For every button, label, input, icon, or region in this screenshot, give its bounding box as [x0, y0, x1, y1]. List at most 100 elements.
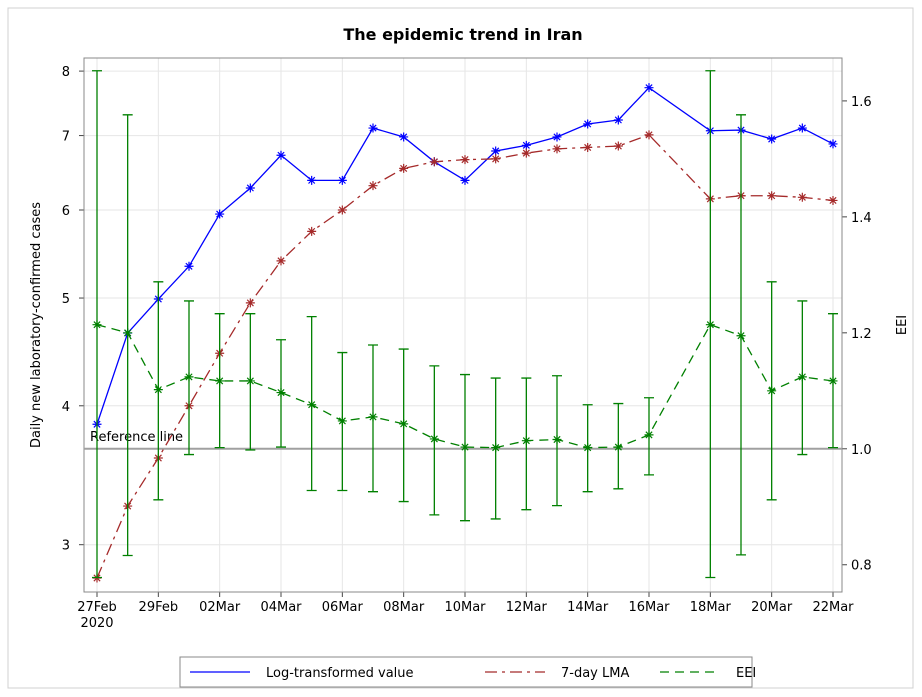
marker: [460, 155, 470, 165]
marker: [92, 320, 102, 330]
marker: [460, 442, 470, 452]
y2-tick-label: 0.8: [851, 559, 872, 574]
legend-label: Log-transformed value: [266, 666, 414, 681]
legend-label: EEI: [736, 666, 756, 681]
marker: [797, 192, 807, 202]
marker: [153, 385, 163, 395]
x-tick-label: 18Mar: [689, 600, 731, 615]
series-line: [96, 134, 834, 579]
x-tick-label: 08Mar: [383, 600, 425, 615]
marker: [491, 146, 501, 156]
marker: [552, 435, 562, 445]
marker: [429, 434, 439, 444]
marker: [828, 195, 838, 205]
reference-label: Reference line: [90, 430, 183, 445]
marker: [583, 443, 593, 453]
y-tick-label: 3: [62, 539, 70, 554]
marker: [184, 261, 194, 271]
marker: [705, 320, 715, 330]
legend: Log-transformed value 7-day LMA EEI: [179, 656, 756, 688]
marker: [613, 115, 623, 125]
x-tick-label: 29Feb: [138, 600, 179, 615]
marker: [399, 163, 409, 173]
y-axis-label: Daily new laboratory-confirmed cases: [29, 202, 44, 448]
x-tick-label: 10Mar: [444, 600, 486, 615]
marker: [491, 443, 501, 453]
marker: [767, 191, 777, 201]
marker: [123, 328, 133, 338]
marker: [245, 298, 255, 308]
marker: [368, 181, 378, 191]
y2-tick-label: 1.4: [851, 211, 872, 226]
x-tick-label: 02Mar: [199, 600, 241, 615]
marker: [583, 142, 593, 152]
marker: [215, 376, 225, 386]
chart-title: The epidemic trend in Iran: [343, 25, 582, 44]
x-tick-label: 27Feb 2020: [77, 600, 117, 631]
marker: [307, 226, 317, 236]
marker: [307, 400, 317, 410]
marker: [767, 134, 777, 144]
marker: [399, 132, 409, 142]
y-tick-label: 7: [62, 130, 70, 145]
marker: [644, 83, 654, 93]
y-tick-label: 6: [62, 204, 70, 219]
marker: [491, 154, 501, 164]
marker: [736, 331, 746, 341]
x-tick-label: 04Mar: [260, 600, 302, 615]
marker: [337, 205, 347, 215]
marker: [521, 436, 531, 446]
y-tick-label: 8: [62, 65, 70, 80]
series-line: [96, 323, 834, 449]
marker: [552, 132, 562, 142]
marker: [644, 130, 654, 140]
marker: [583, 119, 593, 129]
marker: [521, 140, 531, 150]
marker: [368, 412, 378, 422]
marker: [276, 388, 286, 398]
x-tick-label: 16Mar: [628, 600, 670, 615]
marker: [184, 372, 194, 382]
marker: [245, 183, 255, 193]
marker: [613, 442, 623, 452]
marker: [337, 175, 347, 185]
y2-axis-label: EEI: [895, 315, 910, 335]
plot-frame: [83, 57, 843, 593]
marker: [307, 175, 317, 185]
x-tick-label: 06Mar: [321, 600, 363, 615]
marker: [828, 139, 838, 149]
x-tick-label: 14Mar: [567, 600, 609, 615]
y2-tick-label: 1.2: [851, 327, 872, 342]
marker: [429, 157, 439, 167]
marker: [215, 209, 225, 219]
legend-box: [179, 656, 753, 688]
legend-label: 7-day LMA: [561, 666, 629, 681]
marker: [552, 144, 562, 154]
marker: [460, 175, 470, 185]
marker: [797, 372, 807, 382]
x-tick-label: 20Mar: [751, 600, 793, 615]
frame: [7, 7, 914, 689]
marker: [368, 123, 378, 133]
y-tick-label: 4: [62, 400, 70, 415]
y-tick-label: 5: [62, 292, 70, 307]
marker: [337, 416, 347, 426]
series-line: [96, 86, 834, 425]
x-tick-label: 12Mar: [505, 600, 547, 615]
marker: [828, 376, 838, 386]
marker: [644, 430, 654, 440]
marker: [276, 150, 286, 160]
marker: [521, 148, 531, 158]
x-tick-label: 22Mar: [812, 600, 854, 615]
marker: [613, 141, 623, 151]
marker: [797, 123, 807, 133]
marker: [276, 256, 286, 266]
y2-tick-label: 1.6: [851, 95, 872, 110]
y2-tick-label: 1.0: [851, 443, 872, 458]
grid: [84, 58, 842, 592]
marker: [245, 376, 255, 386]
marker: [767, 386, 777, 396]
marker: [399, 419, 409, 429]
